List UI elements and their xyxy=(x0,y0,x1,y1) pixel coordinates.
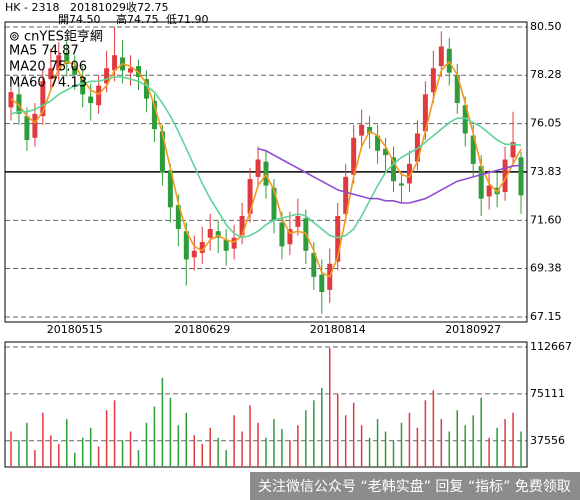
candle-body xyxy=(367,126,373,134)
candle-body xyxy=(462,105,468,134)
candle-body xyxy=(56,55,62,71)
candle-body xyxy=(478,166,484,199)
candle-body xyxy=(470,135,476,164)
candle-body xyxy=(502,159,508,193)
plot: 80.50 78.28 76.05 73.83 71.60 69.38 67.15 11266… xyxy=(5,20,572,467)
candle-body xyxy=(72,66,78,75)
candle-body xyxy=(128,68,134,73)
candle-body xyxy=(64,53,70,64)
watermark-bg xyxy=(250,472,580,500)
candle-body xyxy=(135,66,141,77)
candle-body xyxy=(287,229,293,245)
candle-body xyxy=(40,81,46,117)
y-tick-label: 37556 xyxy=(530,434,565,447)
candle-body xyxy=(398,183,404,186)
legend-label: MA60 74.13 xyxy=(9,76,87,91)
source: ⊚ cnYES鉅亨網 xyxy=(9,29,103,45)
candle-body xyxy=(199,242,205,253)
candle-body xyxy=(80,76,86,95)
y-tick-label: 80.50 xyxy=(530,20,562,33)
low-price: 低71.90 xyxy=(166,13,209,26)
candle-body xyxy=(359,124,365,136)
candle-body xyxy=(175,205,181,230)
candle-body xyxy=(351,137,357,175)
candle-body xyxy=(510,142,516,158)
candle-body xyxy=(231,237,237,249)
candle-body xyxy=(24,116,30,140)
candle-body xyxy=(16,94,22,114)
candle-body xyxy=(422,94,428,132)
y-tick-label: 112667 xyxy=(530,340,572,353)
candle-body xyxy=(151,100,157,130)
candle-body xyxy=(343,176,349,214)
candle-body xyxy=(8,92,14,108)
y-tick-label: 67.15 xyxy=(530,310,562,323)
high-price: 高74.75 xyxy=(116,12,159,26)
candle-body xyxy=(143,79,149,99)
open-price: 開74.50 xyxy=(58,13,101,26)
candle-body xyxy=(454,74,460,104)
candle-body xyxy=(375,135,381,151)
candle-body xyxy=(430,68,436,93)
y-tick-label: 71.60 xyxy=(530,213,562,226)
candle-body xyxy=(271,187,277,221)
x-tick-label: 20180927 xyxy=(445,323,501,336)
candle-body xyxy=(88,96,94,104)
x-tick-label: 20180629 xyxy=(174,323,230,336)
candle-body xyxy=(104,68,110,84)
x-tick-label: 20180515 xyxy=(47,323,103,336)
candle-body xyxy=(279,222,285,247)
candle-body xyxy=(239,215,245,236)
candle-body xyxy=(486,185,492,197)
candle-body xyxy=(255,159,261,177)
candle-body xyxy=(438,46,444,67)
candle-body xyxy=(391,157,397,182)
candle-body xyxy=(383,148,389,156)
ma-line xyxy=(257,147,522,204)
candle-body xyxy=(319,274,325,293)
y-tick-label: 78.28 xyxy=(530,68,562,81)
candle-body xyxy=(167,170,173,208)
candle-body xyxy=(247,179,253,214)
candle-body xyxy=(215,231,221,238)
candle-body xyxy=(335,215,341,262)
candle-body xyxy=(518,157,524,196)
candle-body xyxy=(48,68,54,80)
candle-body xyxy=(191,250,197,258)
candle-body xyxy=(183,231,189,260)
x-tick-label: 20180814 xyxy=(310,323,366,336)
candle-body xyxy=(32,113,38,138)
candle-body xyxy=(406,163,412,184)
y-tick-label: 73.83 xyxy=(530,165,562,178)
candle-body xyxy=(295,215,301,227)
date: 20181029 xyxy=(70,1,126,14)
candle-body xyxy=(112,55,118,71)
watermark: 关注微信公众号 “老韩实盘” 回复 “指标” 免费领取 xyxy=(258,478,571,495)
close-price: 收72.75 xyxy=(126,0,169,14)
ma-line xyxy=(10,76,522,239)
y-tick-label: 76.05 xyxy=(530,117,562,130)
candle-body xyxy=(96,85,102,106)
legend-label: MA20 75.06 xyxy=(9,60,87,75)
ma-line xyxy=(10,60,522,278)
y-tick-label: 69.38 xyxy=(530,262,562,275)
candle-body xyxy=(311,252,317,277)
y-tick-label: 75111 xyxy=(530,387,565,400)
legend-label: MA5 74.87 xyxy=(9,44,79,59)
candle-body xyxy=(223,239,229,251)
candle-body xyxy=(207,229,213,238)
symbol: HK - 2318 xyxy=(5,1,59,14)
candle-body xyxy=(159,131,165,173)
